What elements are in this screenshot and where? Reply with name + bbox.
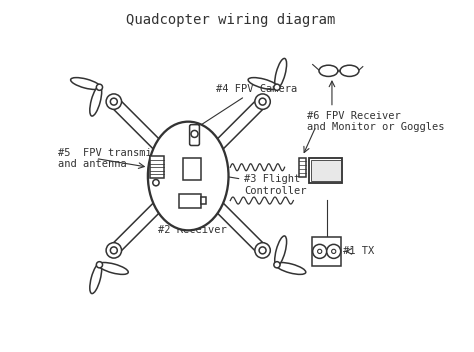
Bar [182, 158, 201, 180]
Bar [201, 197, 206, 204]
Text: #4 FPV Camera: #4 FPV Camera [199, 84, 298, 126]
Ellipse shape [98, 263, 128, 275]
Circle shape [318, 249, 322, 253]
Circle shape [259, 247, 266, 254]
Circle shape [153, 180, 159, 186]
Circle shape [106, 94, 121, 109]
Circle shape [313, 244, 327, 258]
Circle shape [255, 243, 270, 258]
Ellipse shape [340, 65, 359, 76]
Text: Quadcopter wiring diagram: Quadcopter wiring diagram [126, 13, 335, 27]
Circle shape [191, 131, 198, 137]
Bar [299, 158, 306, 177]
Circle shape [110, 98, 117, 105]
Circle shape [327, 244, 341, 258]
Circle shape [106, 243, 121, 258]
Circle shape [274, 262, 280, 268]
Bar [150, 156, 164, 178]
Bar [311, 160, 341, 181]
Text: #2 Receiver: #2 Receiver [158, 225, 227, 235]
FancyBboxPatch shape [190, 125, 200, 145]
Ellipse shape [71, 77, 100, 89]
Circle shape [96, 84, 102, 90]
Ellipse shape [90, 86, 102, 116]
Circle shape [255, 94, 270, 109]
Bar [312, 237, 341, 266]
Circle shape [274, 84, 280, 90]
Ellipse shape [148, 122, 228, 230]
Polygon shape [184, 172, 266, 254]
Bar [309, 158, 343, 183]
Circle shape [259, 98, 266, 105]
Ellipse shape [275, 58, 287, 88]
Text: #1 TX: #1 TX [343, 246, 374, 256]
Polygon shape [110, 98, 192, 180]
Polygon shape [184, 98, 266, 180]
Polygon shape [110, 172, 192, 254]
Ellipse shape [90, 264, 102, 294]
Ellipse shape [319, 65, 338, 76]
Text: #3 Flight
Controller: #3 Flight Controller [205, 173, 307, 196]
Text: #5  FPV transmitter
and antenna: #5 FPV transmitter and antenna [58, 148, 177, 169]
Circle shape [332, 249, 336, 253]
Bar [179, 194, 201, 208]
Circle shape [96, 262, 102, 268]
Ellipse shape [275, 236, 287, 266]
Ellipse shape [276, 263, 306, 275]
Circle shape [110, 247, 117, 254]
Text: #6 FPV Receiver
and Monitor or Goggles: #6 FPV Receiver and Monitor or Goggles [308, 111, 445, 132]
Ellipse shape [248, 77, 278, 89]
